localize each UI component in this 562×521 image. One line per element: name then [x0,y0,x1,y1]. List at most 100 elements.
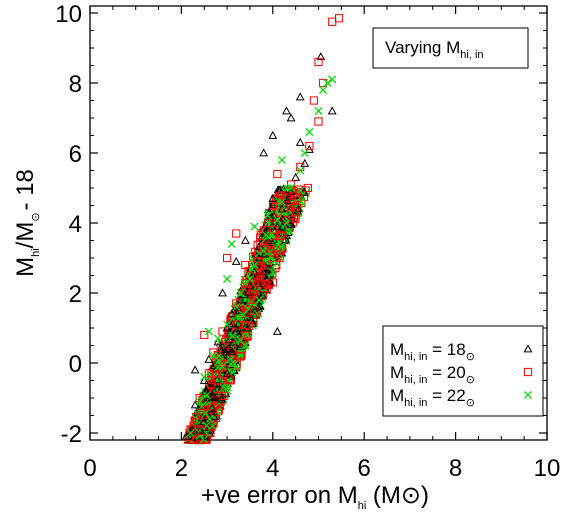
y-tick-label: 8 [69,71,82,98]
data-points [181,14,344,445]
legend-symbol [523,390,533,400]
legend-marker-square [523,367,533,377]
band-point [278,231,287,240]
x-axis-label-main: +ve error on M [201,482,358,509]
data-point [223,320,232,329]
band-point [238,310,248,319]
y-axis-label-sym: ⊙ [30,212,42,221]
data-point [213,337,223,346]
data-point [305,127,314,137]
legend-label-18-sub: hi, in [404,351,427,363]
data-point [300,148,309,158]
band-point [205,414,214,423]
band-point [228,331,237,341]
data-point [204,369,213,378]
band-point [231,326,241,335]
band-point [251,278,260,287]
legend-label-22-eq: = 22 [427,386,465,405]
band-point [244,287,253,296]
legend-label-18-eq: = 18 [427,340,465,359]
legend-entry-22: Mhi, in = 22⊙ [390,386,533,409]
band-point [299,187,309,196]
data-point [204,327,213,336]
band-point [260,283,269,292]
data-point [209,351,218,361]
data-point [259,246,268,256]
band-point [236,349,245,358]
legend-label-20-main: M [390,363,404,382]
band-point [286,219,296,228]
band-point [268,200,278,209]
annotation-sub: hi, in [460,49,483,61]
data-point [204,354,214,363]
data-point [282,194,291,203]
data-point [186,428,195,438]
legend-frame [382,325,544,417]
data-point [232,302,241,312]
y-tick-label: 0 [69,351,82,378]
data-point [245,274,255,284]
data-point [255,295,264,305]
data-point [236,351,245,361]
data-point [240,235,250,244]
data-point [286,113,296,122]
data-point [273,169,282,179]
band-point [201,409,210,418]
y-tick-label: 4 [69,211,82,238]
data-point [190,400,200,409]
data-point [254,257,264,266]
band-point [224,375,233,384]
data-point [282,106,291,115]
data-point [227,313,236,322]
data-point [295,92,305,101]
data-point [309,96,319,105]
annotation-box: Varying Mhi, in [372,27,529,69]
band-point [202,432,212,441]
data-point [241,260,250,270]
series-triangle [181,52,337,440]
legend-label-22: Mhi, in = 22⊙ [390,386,475,409]
legend-label-18-sym: ⊙ [466,351,475,363]
data-point [223,253,232,263]
data-point [241,341,250,350]
data-point [273,208,282,217]
x-tick-label: 10 [534,455,561,482]
band-point [217,394,226,403]
legend-label-22-sub: hi, in [404,397,427,409]
band-point [249,295,258,304]
y-axis-label: Mhi/M⊙ - 18 [12,169,42,277]
legend: Mhi, in = 18⊙ Mhi, in = 20⊙ Mhi, in = 22… [382,325,544,417]
legend-label-20-sub: hi, in [404,374,427,386]
data-point [263,235,273,244]
band-point [223,383,232,392]
y-axis-label-mid: /M [12,222,39,249]
data-point [259,148,269,157]
band-point [207,403,217,412]
data-point [277,197,286,207]
data-point [227,239,236,249]
y-axis-label-sub: hi [30,248,42,257]
legend-marker-triangle [523,344,533,353]
band-point [278,214,288,223]
band-point [263,280,272,289]
band-point [275,232,284,241]
data-point [287,183,296,193]
band-point [199,417,209,426]
data-point [291,208,300,217]
data-point [314,57,323,67]
legend-label-20: Mhi, in = 20⊙ [390,363,475,386]
band-point [276,242,286,251]
data-point [314,117,323,126]
data-point [282,218,291,228]
data-point [213,376,223,385]
band-point [295,186,305,195]
annotation-main: Varying M [385,38,460,57]
legend-symbol [523,344,533,353]
band-point [244,329,253,339]
data-point [268,278,277,287]
data-point [327,106,337,115]
data-point [268,225,277,235]
y-axis-label-tail: - 18 [12,169,39,210]
data-point [295,137,305,146]
